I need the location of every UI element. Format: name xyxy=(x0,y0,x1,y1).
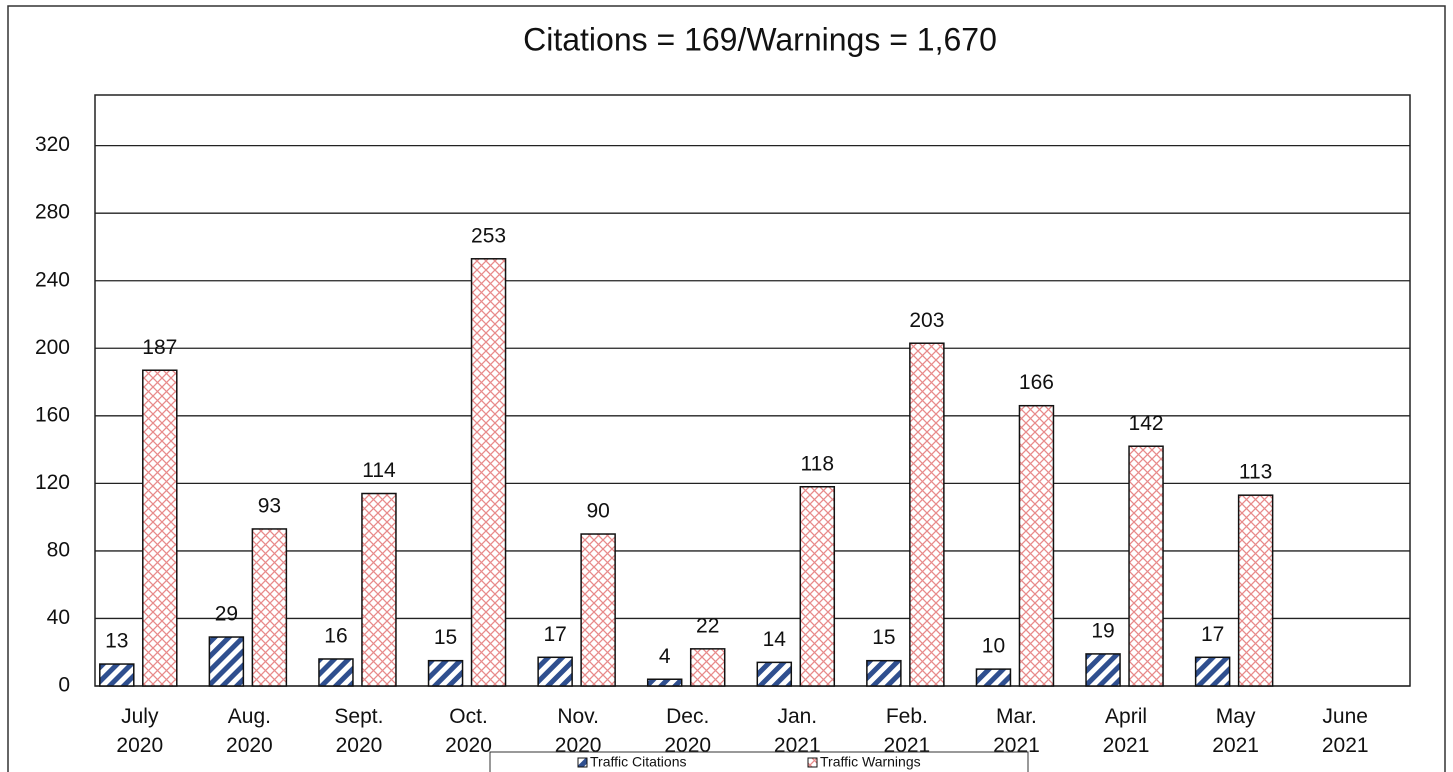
data-label: 14 xyxy=(763,628,787,651)
y-tick-label: 200 xyxy=(35,336,70,359)
bar xyxy=(909,342,945,687)
data-label: 16 xyxy=(324,625,347,648)
x-tick-line: 2021 xyxy=(1322,734,1369,757)
data-label: 253 xyxy=(471,224,506,247)
y-tick-label: 320 xyxy=(35,133,70,156)
data-label: 10 xyxy=(982,635,1005,658)
x-tick-line: 2021 xyxy=(774,734,821,757)
data-label: 22 xyxy=(696,614,719,637)
legend-label: Traffic Warnings xyxy=(820,754,921,770)
x-tick-line: Feb. xyxy=(886,705,928,728)
data-label: 118 xyxy=(801,452,834,475)
data-label: 19 xyxy=(1091,619,1114,642)
data-label: 13 xyxy=(105,630,128,653)
bar xyxy=(1128,445,1164,687)
bar xyxy=(470,258,507,687)
x-tick-label: July 2020 xyxy=(116,705,163,757)
bar xyxy=(208,636,245,687)
x-tick-label: Feb. 2021 xyxy=(884,705,931,757)
y-tick-label: 80 xyxy=(47,538,70,561)
x-tick-line: 2020 xyxy=(336,734,383,757)
bar xyxy=(646,678,683,687)
x-tick-line: 2021 xyxy=(993,734,1040,757)
x-tick-label: May 2021 xyxy=(1212,705,1259,757)
data-label: 17 xyxy=(1201,623,1224,646)
bar xyxy=(1018,404,1055,687)
data-label: 15 xyxy=(434,626,457,649)
x-tick-line: May xyxy=(1216,705,1256,728)
x-tick-label: Oct. 2020 xyxy=(445,705,492,757)
x-tick-label: Aug. 2020 xyxy=(226,705,273,757)
y-tick-label: 280 xyxy=(35,201,70,224)
x-tick-line: Oct. xyxy=(449,705,488,728)
legend-label: Traffic Citations xyxy=(590,754,686,770)
bar xyxy=(580,533,616,687)
bar xyxy=(251,528,288,687)
legend-box xyxy=(489,751,1029,772)
y-tick-label: 40 xyxy=(47,606,70,629)
x-tick-label: Sept. 2020 xyxy=(334,705,383,757)
y-tick-label: 240 xyxy=(35,268,70,291)
x-tick-line: June xyxy=(1322,705,1368,728)
legend-swatch xyxy=(807,757,818,768)
bar xyxy=(99,663,135,687)
bar xyxy=(427,659,464,687)
legend-swatch xyxy=(577,757,588,768)
chart-title: Citations = 169/Warnings = 1,670 xyxy=(523,21,997,57)
data-label: 166 xyxy=(1019,371,1054,394)
data-label: 113 xyxy=(1239,461,1272,484)
x-tick-line: 2021 xyxy=(1212,734,1259,757)
x-tick-line: Nov. xyxy=(557,705,599,728)
bar xyxy=(1085,653,1121,687)
bar xyxy=(1194,656,1231,687)
x-tick-line: 2020 xyxy=(226,734,273,757)
bar xyxy=(361,492,397,687)
x-tick-line: 2020 xyxy=(664,734,711,757)
y-tick-label: 0 xyxy=(58,674,70,697)
frame xyxy=(7,5,1446,772)
x-tick-label: April 2021 xyxy=(1103,705,1150,757)
bar xyxy=(1237,494,1274,687)
x-tick-label: June 2021 xyxy=(1322,705,1369,757)
x-tick-line: 2020 xyxy=(116,734,163,757)
data-label: 93 xyxy=(258,495,281,518)
bar xyxy=(142,369,178,687)
x-tick-line: Mar. xyxy=(996,705,1037,728)
data-label: 15 xyxy=(872,626,895,649)
x-tick-line: Aug. xyxy=(228,705,271,728)
bar xyxy=(975,668,1012,687)
y-tick-label: 160 xyxy=(35,403,70,426)
x-tick-label: Mar. 2021 xyxy=(993,705,1040,757)
x-tick-line: Jan. xyxy=(777,705,817,728)
plot-area xyxy=(94,94,1411,687)
x-tick-line: 2021 xyxy=(1103,734,1150,757)
x-tick-line: 2020 xyxy=(555,734,602,757)
bar xyxy=(756,661,793,687)
data-label: 142 xyxy=(1129,412,1164,435)
bar xyxy=(689,648,726,687)
data-label: 17 xyxy=(543,623,566,646)
data-label: 187 xyxy=(142,336,177,359)
x-tick-line: Dec. xyxy=(666,705,709,728)
x-tick-line: 2021 xyxy=(884,734,931,757)
data-label: 203 xyxy=(909,309,944,332)
data-label: 114 xyxy=(362,459,396,482)
x-tick-line: July xyxy=(121,705,159,728)
x-tick-line: Sept. xyxy=(334,705,383,728)
x-tick-line: 2020 xyxy=(445,734,492,757)
bar xyxy=(866,659,902,687)
y-tick-label: 120 xyxy=(35,471,70,494)
bar xyxy=(318,658,354,687)
bar xyxy=(799,485,836,687)
data-label: 90 xyxy=(586,500,609,523)
bar xyxy=(537,656,573,687)
x-tick-label: Nov. 2020 xyxy=(555,705,602,757)
data-label: 29 xyxy=(215,603,238,626)
x-tick-label: Dec. 2020 xyxy=(664,705,711,757)
x-tick-label: Jan. 2021 xyxy=(774,705,821,757)
x-tick-line: April xyxy=(1105,705,1147,728)
data-label: 4 xyxy=(659,645,671,668)
